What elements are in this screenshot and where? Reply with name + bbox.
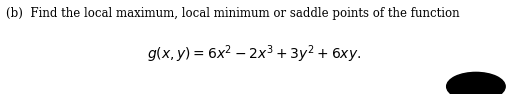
Text: $g(x, y) = 6x^2 - 2x^3 + 3y^2 + 6xy.$: $g(x, y) = 6x^2 - 2x^3 + 3y^2 + 6xy.$ (148, 44, 361, 65)
Text: (b)  Find the local maximum, local minimum or saddle points of the function: (b) Find the local maximum, local minimu… (6, 7, 460, 20)
Ellipse shape (447, 72, 505, 94)
